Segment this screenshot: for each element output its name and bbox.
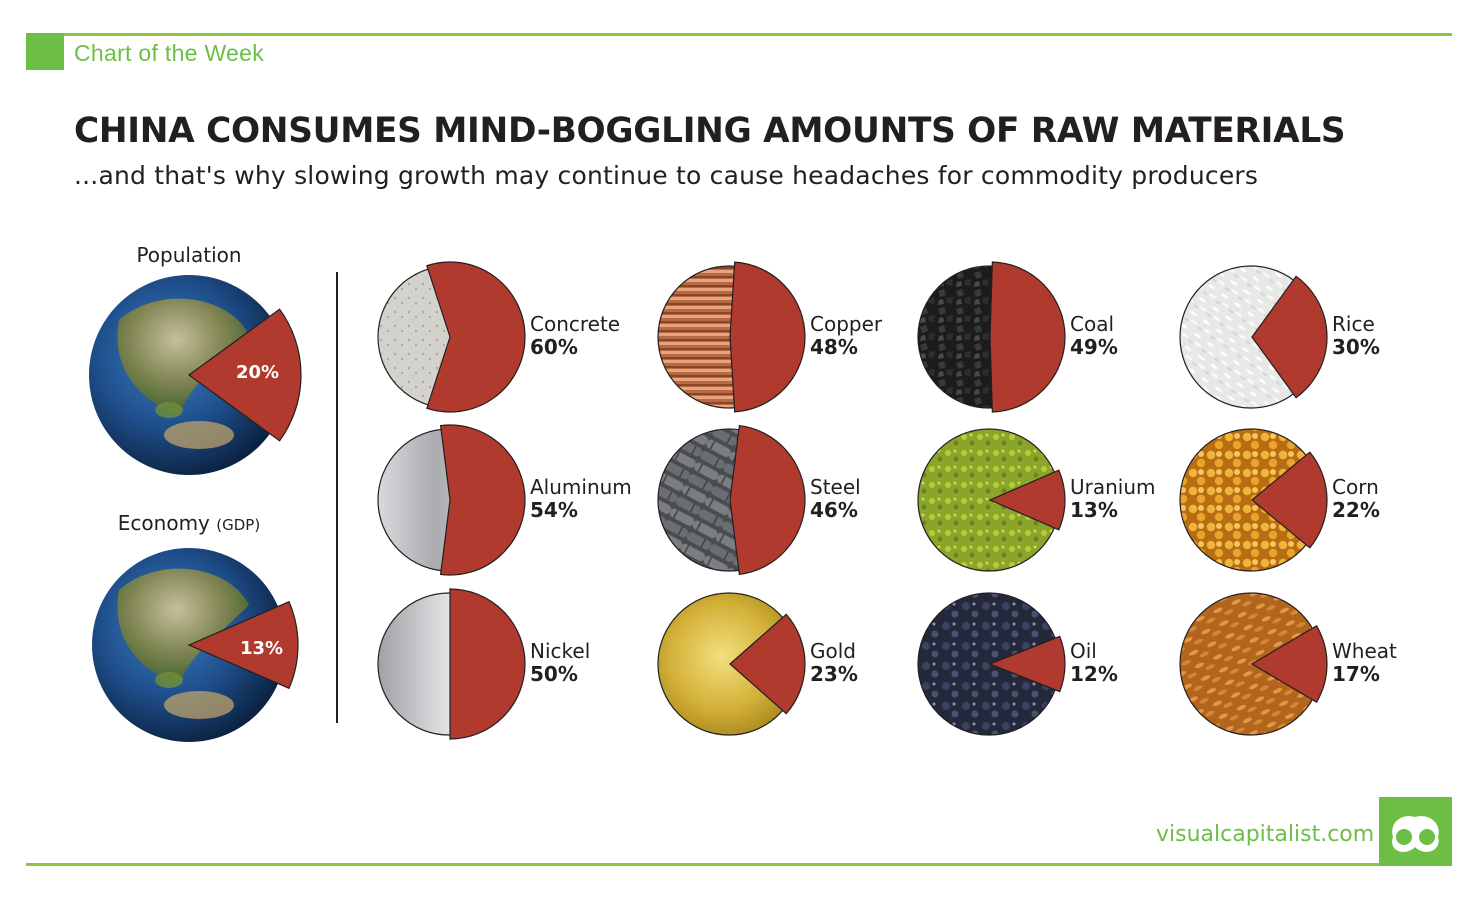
section-divider (336, 272, 338, 723)
copper-name: Copper (810, 312, 883, 336)
pie-gold (657, 592, 806, 736)
wheat-name: Wheat (1332, 639, 1397, 663)
label-rice: Rice 30% (1332, 313, 1380, 359)
aluminum-name: Aluminum (530, 475, 632, 499)
slice-copper (729, 261, 806, 413)
page-subtitle: ...and that's why slowing growth may con… (74, 161, 1259, 190)
slice-concrete (426, 261, 526, 413)
oil-name: Oil (1070, 639, 1097, 663)
pie-nickel (377, 588, 526, 740)
slice-oil (988, 635, 1066, 693)
uranium-value: 13% (1070, 498, 1118, 522)
wheat-value: 17% (1332, 662, 1380, 686)
binoculars-icon (1392, 816, 1439, 852)
bottom-rule (26, 863, 1452, 866)
slice-nickel (449, 588, 526, 740)
slice-population (187, 308, 302, 442)
corn-name: Corn (1332, 475, 1379, 499)
pie-oil (917, 592, 1066, 736)
label-copper: Copper 48% (810, 313, 882, 359)
nickel-value: 50% (530, 662, 578, 686)
rice-value: 30% (1332, 335, 1380, 359)
concrete-name: Concrete (530, 312, 621, 336)
kicker-badge (26, 33, 64, 70)
pie-rice (1179, 265, 1328, 409)
page-title: CHINA CONSUMES MIND-BOGGLING AMOUNTS OF … (74, 111, 1346, 151)
slice-coal (989, 261, 1066, 413)
steel-name: Steel (810, 475, 861, 499)
brand-logo[interactable] (1379, 797, 1452, 866)
slice-aluminum (439, 424, 526, 576)
label-oil: Oil 12% (1070, 640, 1118, 686)
value-label-economy: 13% (240, 638, 283, 659)
gold-value: 23% (810, 662, 858, 686)
label-nickel: Nickel 50% (530, 640, 590, 686)
value-label-population: 20% (236, 362, 279, 383)
label-aluminum: Aluminum 54% (530, 476, 632, 522)
coal-name: Coal (1070, 312, 1115, 336)
globe-population (89, 275, 302, 475)
brand-link[interactable]: visualcapitalist.com (1156, 822, 1375, 847)
population-label: Population (136, 243, 242, 267)
label-steel: Steel 46% (810, 476, 861, 522)
slice-uranium (988, 469, 1066, 531)
slice-steel (729, 424, 806, 576)
pie-uranium (917, 428, 1066, 572)
rice-name: Rice (1332, 312, 1375, 336)
pie-coal (917, 261, 1066, 413)
label-uranium: Uranium 13% (1070, 476, 1156, 522)
economy-label: Economy (GDP) (117, 511, 261, 535)
pie-wheat (1179, 592, 1328, 736)
globe-landmass (117, 298, 249, 415)
uranium-name: Uranium (1070, 475, 1156, 499)
slice-economy (187, 600, 299, 690)
corn-value: 22% (1332, 498, 1380, 522)
slice-corn (1251, 451, 1328, 549)
gold-name: Gold (810, 639, 856, 663)
pie-copper (657, 261, 806, 413)
label-wheat: Wheat 17% (1332, 640, 1397, 686)
label-concrete: Concrete 60% (530, 313, 620, 359)
slice-gold (729, 613, 806, 715)
aluminum-value: 54% (530, 498, 578, 522)
top-rule (26, 33, 1452, 36)
steel-value: 46% (810, 498, 858, 522)
label-corn: Corn 22% (1332, 476, 1380, 522)
coal-value: 49% (1070, 335, 1118, 359)
slice-wheat (1250, 624, 1328, 704)
globe-landmass (117, 568, 249, 685)
slice-rice (1251, 275, 1328, 399)
globe-economy (92, 548, 299, 742)
label-gold: Gold 23% (810, 640, 858, 686)
kicker-text: Chart of the Week (74, 40, 265, 66)
pie-steel (657, 424, 806, 576)
oil-value: 12% (1070, 662, 1118, 686)
label-coal: Coal 49% (1070, 313, 1118, 359)
concrete-value: 60% (530, 335, 578, 359)
pie-aluminum (377, 424, 526, 576)
copper-value: 48% (810, 335, 858, 359)
pie-corn (1179, 428, 1328, 572)
pie-concrete (377, 261, 526, 413)
nickel-name: Nickel (530, 639, 591, 663)
